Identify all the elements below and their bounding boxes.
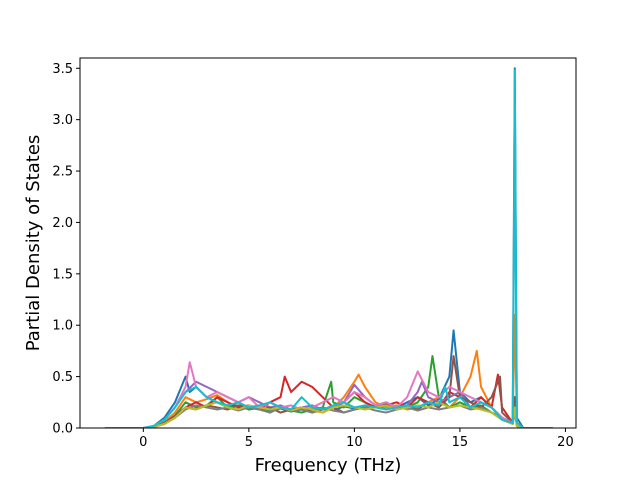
- y-tick-label: 3.5: [52, 62, 73, 77]
- x-axis-title: Frequency (THz): [255, 455, 402, 476]
- y-tick-label: 1.0: [52, 319, 73, 334]
- plot-frame: [79, 57, 577, 429]
- pdos-series-line-9: [105, 401, 553, 428]
- x-axis: 0 5 10 15 20: [139, 428, 574, 450]
- y-tick-label: 0.0: [52, 422, 73, 437]
- series-layer: [105, 67, 553, 428]
- y-tick-label: 3.0: [52, 113, 73, 128]
- x-tick-label: 5: [245, 435, 253, 450]
- x-tick-label: 0: [139, 435, 147, 450]
- x-tick-label: 20: [557, 435, 574, 450]
- y-axis: 0.0 0.5 1.0 1.5 2.0 2.5 3.0 3.5: [52, 62, 80, 437]
- y-tick-label: 2.0: [52, 216, 73, 231]
- x-tick-label: 15: [452, 435, 469, 450]
- y-tick-label: 1.5: [52, 267, 73, 282]
- y-tick-label: 0.5: [52, 370, 73, 385]
- pdos-series-line-2: [105, 313, 553, 428]
- y-axis-title: Partial Density of States: [23, 135, 44, 352]
- x-tick-label: 10: [346, 435, 363, 450]
- pdos-series-line-10: [105, 69, 553, 428]
- y-tick-label: 2.5: [52, 165, 73, 180]
